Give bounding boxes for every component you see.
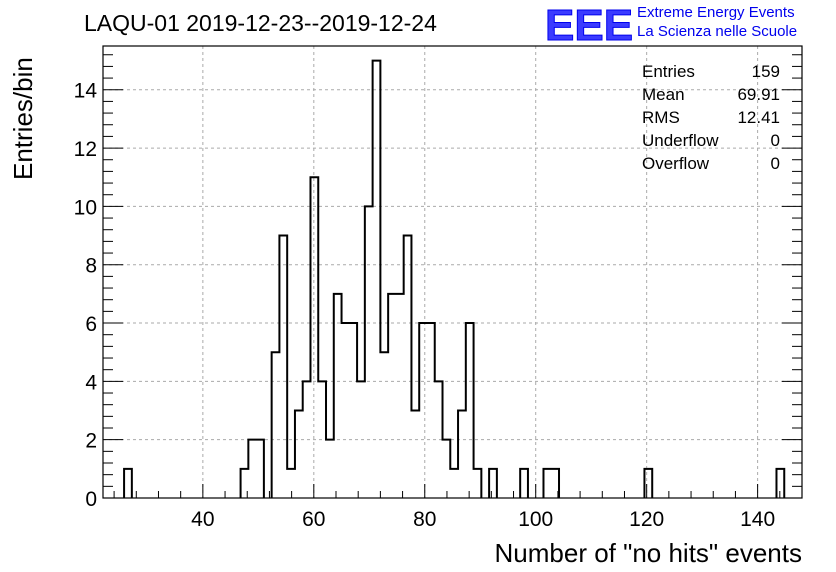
x-tick-label: 140 bbox=[740, 508, 775, 531]
y-tick-label: 4 bbox=[85, 371, 97, 394]
stat-value: 12.41 bbox=[737, 108, 780, 127]
x-tick-label: 120 bbox=[629, 508, 664, 531]
histogram-outline bbox=[123, 59, 786, 498]
stat-row: Overflow 0 bbox=[642, 152, 780, 175]
x-tick-label: 100 bbox=[518, 508, 553, 531]
eee-logo-letters: EEE bbox=[545, 2, 633, 46]
stat-row: Underflow 0 bbox=[642, 129, 780, 152]
logo-line-2: La Scienza nelle Scuole bbox=[637, 23, 798, 40]
y-tick-label: 8 bbox=[85, 255, 97, 278]
stat-value: 0 bbox=[770, 154, 780, 173]
stat-label: RMS bbox=[642, 108, 680, 127]
chart-title: LAQU-01 2019-12-23--2019-12-24 bbox=[84, 10, 437, 36]
y-tick-label: 0 bbox=[85, 488, 97, 511]
stat-row: Entries 159 bbox=[642, 60, 780, 83]
stat-label: Underflow bbox=[642, 131, 719, 150]
axis-ticks bbox=[103, 54, 802, 499]
axis-tick-labels: 40 60 80 100 120 140 0 2 4 6 8 10 12 14 bbox=[74, 80, 776, 531]
y-axis-label: Entries/bin bbox=[8, 57, 38, 180]
stat-value: 159 bbox=[751, 62, 780, 81]
stat-row: Mean 69.91 bbox=[642, 83, 780, 106]
x-tick-label: 60 bbox=[302, 508, 325, 531]
y-tick-label: 12 bbox=[74, 138, 97, 161]
stat-value: 69.91 bbox=[737, 85, 780, 104]
eee-logo-text: Extreme Energy Events La Scienza nelle S… bbox=[637, 3, 797, 41]
y-tick-label: 14 bbox=[74, 80, 98, 103]
logo-line-1: Extreme Energy Events bbox=[637, 4, 795, 21]
eee-logo: EEE bbox=[545, 2, 634, 46]
y-tick-label: 2 bbox=[85, 430, 97, 453]
stat-value: 0 bbox=[770, 131, 780, 150]
x-tick-label: 80 bbox=[413, 508, 436, 531]
grid-lines bbox=[103, 46, 802, 498]
plot-frame bbox=[102, 45, 803, 499]
stat-label: Overflow bbox=[642, 154, 710, 173]
y-tick-label: 6 bbox=[85, 313, 97, 336]
y-tick-label: 10 bbox=[74, 196, 97, 219]
stat-label: Mean bbox=[642, 85, 685, 104]
stats-box: Entries 159 Mean 69.91 RMS 12.41 Underflow 0 Ove… bbox=[642, 60, 780, 175]
stat-row: RMS 12.41 bbox=[642, 106, 780, 129]
x-axis-label: Number of "no hits" events bbox=[494, 538, 803, 568]
stat-label: Entries bbox=[642, 62, 695, 81]
x-tick-label: 40 bbox=[191, 508, 214, 531]
